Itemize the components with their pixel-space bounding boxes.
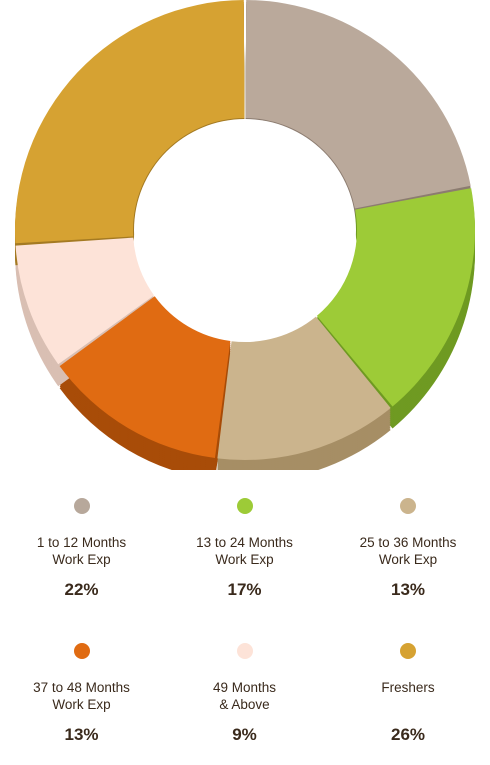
legend-label: 37 to 48 Months Work Exp xyxy=(33,680,130,712)
legend-value: 13% xyxy=(64,725,99,744)
legend-item-25-to-36-months: 25 to 36 Months Work Exp 13% xyxy=(326,490,490,635)
donut-slice xyxy=(245,0,471,209)
legend-item-13-to-24-months: 13 to 24 Months Work Exp 17% xyxy=(163,490,326,635)
donut-hole xyxy=(134,119,356,341)
legend-item-freshers: Freshers 26% xyxy=(326,635,490,765)
legend-item-1-to-12-months: 1 to 12 Months Work Exp 22% xyxy=(0,490,163,635)
legend-item-49-months-above: 49 Months & Above 9% xyxy=(163,635,326,765)
legend-value: 22% xyxy=(64,580,99,599)
legend-dot xyxy=(400,643,416,659)
legend-label: 13 to 24 Months Work Exp xyxy=(196,535,293,567)
legend-item-37-to-48-months: 37 to 48 Months Work Exp 13% xyxy=(0,635,163,765)
chart-legend: 1 to 12 Months Work Exp 22% 13 to 24 Mon… xyxy=(0,490,490,765)
legend-value: 9% xyxy=(232,725,257,744)
donut-chart xyxy=(15,0,475,470)
legend-label: Freshers xyxy=(381,680,435,695)
donut-slice xyxy=(15,0,245,244)
legend-dot xyxy=(236,643,253,659)
legend-value: 26% xyxy=(390,725,426,744)
legend-dot xyxy=(236,498,253,514)
legend-value: 13% xyxy=(390,580,426,599)
legend-dot xyxy=(73,498,90,514)
legend-dot xyxy=(73,643,90,659)
donut-slice xyxy=(316,188,475,407)
donut-slice xyxy=(59,296,231,459)
donut-slice xyxy=(15,237,155,365)
legend-label: 49 Months & Above xyxy=(212,680,277,712)
legend-dot xyxy=(400,498,416,514)
donut-slice xyxy=(217,316,391,460)
legend-label: 1 to 12 Months Work Exp xyxy=(36,535,127,567)
legend-value: 17% xyxy=(227,580,262,599)
legend-label: 25 to 36 Months Work Exp xyxy=(359,535,457,567)
slice-top-layer xyxy=(15,0,475,460)
